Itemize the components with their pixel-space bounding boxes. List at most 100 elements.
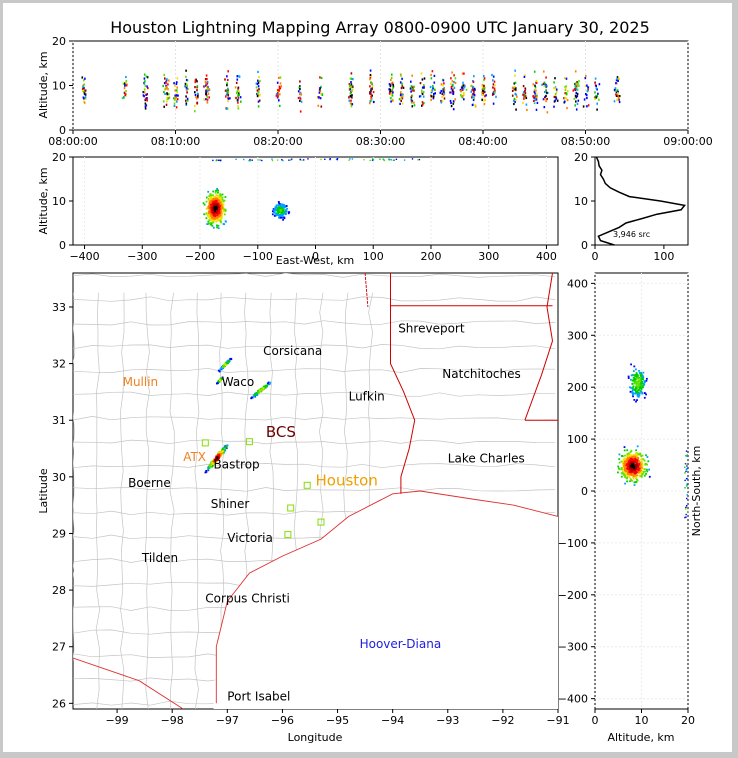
ns-source-point [628,457,631,460]
time-altitude-source-point [81,76,84,79]
time-tick-label: 08:20:00 [253,135,302,148]
map-source-point [218,454,220,456]
ns-source-point [640,466,643,469]
time-altitude-source-point [454,77,457,80]
time-altitude-source-point [524,87,527,90]
ew-source-point [211,194,214,197]
time-altitude-source-point [173,102,176,105]
time-altitude-source-point [351,96,353,99]
time-altitude-source-point [423,77,426,80]
ew-top-source-point [215,159,217,162]
time-altitude-source-point [257,79,259,82]
ew-top-source-point [382,158,384,160]
time-altitude-source-point [451,80,454,83]
time-altitude-source-point [236,75,239,78]
map-city-label: Victoria [227,531,273,545]
ns-source-point [621,455,623,457]
ns-source-point [635,386,637,389]
ns-source-point [631,387,634,390]
time-altitude-source-point [194,86,196,89]
ns-source-point [627,468,630,471]
time-altitude-source-point [205,92,207,95]
time-altitude-source-point [432,95,435,98]
time-altitude-source-point [421,89,423,92]
map-source-point [219,452,222,455]
time-altitude-source-point [275,94,278,97]
time-altitude-source-point [177,94,179,97]
ew-source-point [220,221,222,224]
time-altitude-source-point [173,97,175,100]
ew-source-point [216,197,218,200]
map-source-point [262,387,265,390]
ew-top-source-point [388,159,390,161]
time-altitude-source-point [410,90,412,93]
time-altitude-source-point [229,97,231,100]
time-altitude-source-point [279,82,282,85]
time-altitude-source-point [392,83,394,86]
time-altitude-source-point [370,87,372,90]
time-altitude-source-point [227,87,229,90]
time-altitude-source-point [227,90,229,93]
time-altitude-source-point [572,89,575,92]
ns-source-point [626,460,629,463]
ew-top-source-point [335,158,338,160]
ew-source-point [283,211,286,213]
ns-source-point [634,375,637,378]
ew-source-point [217,191,219,194]
time-altitude-source-point [556,99,559,102]
ew-source-point [222,203,225,206]
north-south-ylabel: North-South, km [690,446,703,537]
time-altitude-source-point [545,90,547,93]
time-altitude-source-point [227,92,229,96]
ns-source-point [625,474,628,476]
ns-source-point [637,453,640,455]
time-altitude-source-point [235,92,238,95]
time-altitude-source-point [257,90,260,93]
histogram-profile-line [595,156,686,246]
time-altitude-source-point [483,78,485,82]
time-tick-label: 09:00:00 [663,135,712,148]
time-altitude-source-point [146,76,149,79]
ew-source-point [224,220,227,223]
time-altitude-source-point [371,82,373,85]
time-altitude-source-point [237,101,239,104]
time-altitude-source-point [491,73,493,77]
time-altitude-source-point [443,97,446,100]
time-altitude-source-point [617,96,620,99]
ew-tick-label: 300 [478,250,499,263]
time-altitude-source-point [278,76,280,79]
ns-source-point [624,457,626,460]
time-altitude-source-point [193,104,196,108]
ns-source-point [630,478,632,481]
time-altitude-source-point [473,90,475,93]
ew-source-point [287,212,290,215]
ew-source-point [284,205,287,208]
time-altitude-source-point [318,91,321,94]
ns-source-point [623,462,625,465]
time-altitude-source-point [432,84,434,88]
ns-source-point [640,371,643,374]
time-altitude-source-point [493,87,496,90]
coastline [215,490,558,704]
ns-source-point [636,463,639,466]
time-altitude-source-point [186,87,189,91]
time-altitude-source-point [390,82,393,85]
ns-source-point [640,387,642,390]
ew-source-point [219,196,222,199]
time-altitude-source-point [598,83,601,86]
ew-source-point [216,215,219,218]
time-altitude-source-point [144,105,147,108]
ew-source-point [283,206,286,209]
ns-source-point [643,392,646,394]
ew-source-point [217,219,220,222]
time-altitude-source-point [206,78,208,81]
ns-source-point [627,377,630,379]
time-altitude-source-point [227,100,229,103]
time-altitude-source-point [164,77,166,80]
time-altitude-source-point [166,96,168,99]
time-altitude-source-point [163,73,165,77]
county-boundary [120,292,125,709]
time-altitude-source-point [121,97,124,100]
time-altitude-source-point [440,99,442,103]
ns-source-point [631,379,634,382]
